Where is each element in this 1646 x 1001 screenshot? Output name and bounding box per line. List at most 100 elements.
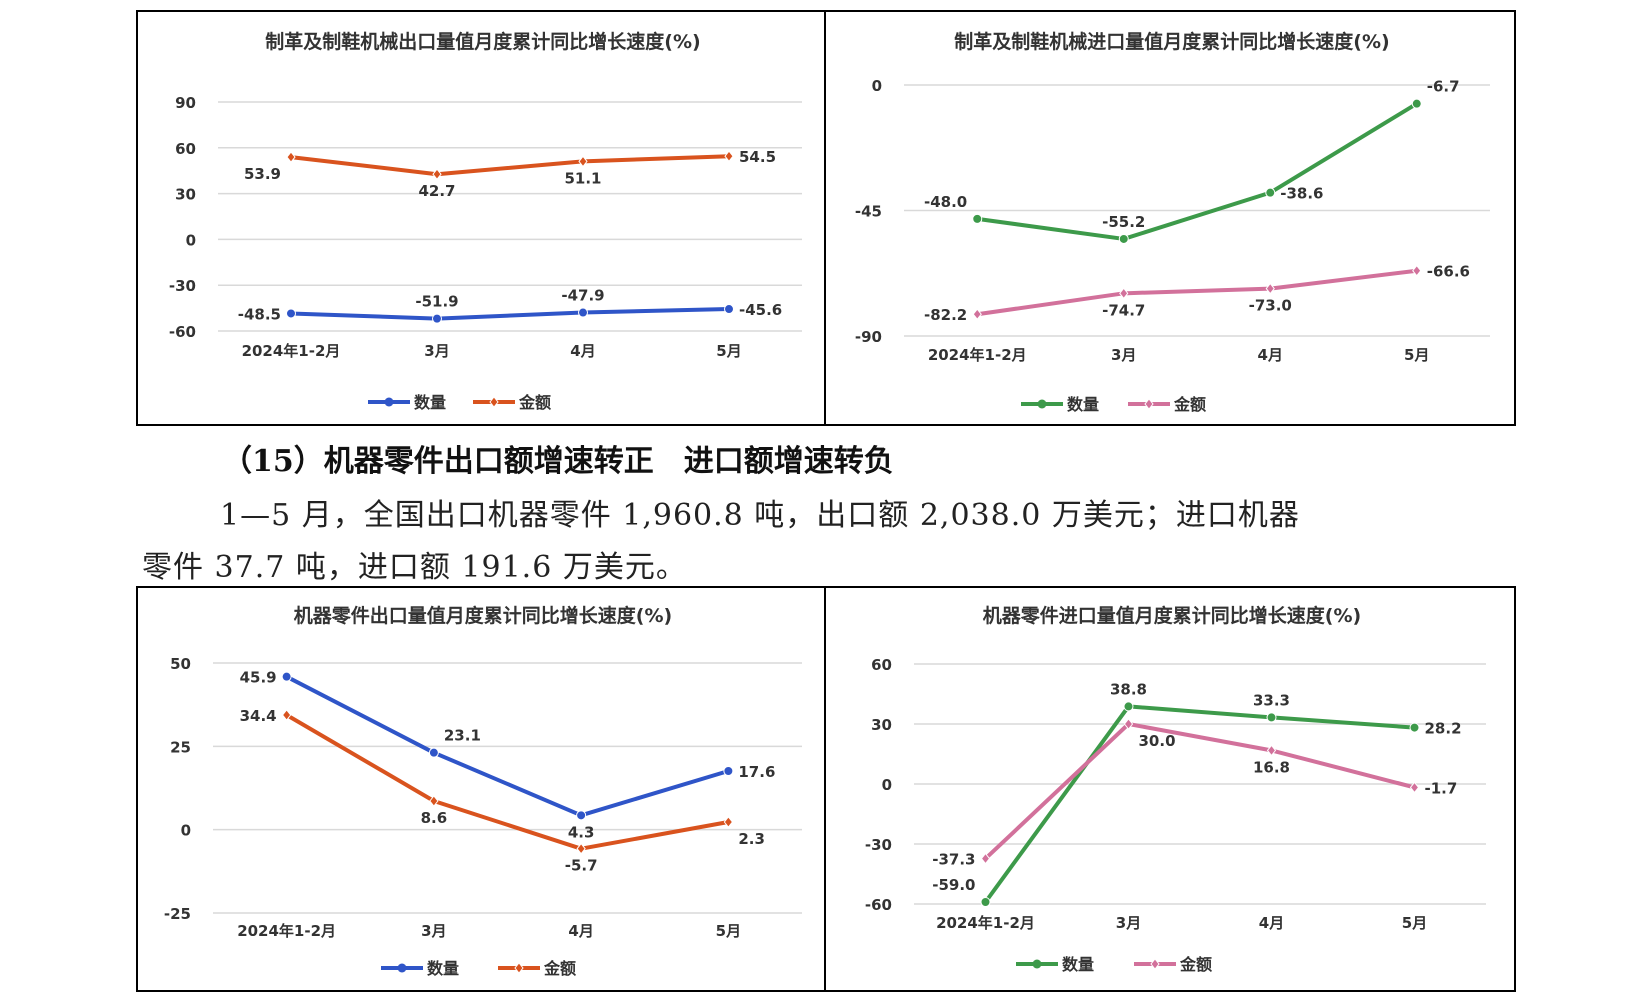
chart-svg: 制革及制鞋机械出口量值月度累计同比增长速度(%) 90 60 30 0 -30 -60 202… xyxy=(169,30,802,412)
legend-marker-icon xyxy=(384,397,394,407)
data-label: -51.9 xyxy=(415,293,458,311)
data-label: 28.2 xyxy=(1425,720,1462,738)
data-label: 2.3 xyxy=(738,830,765,848)
x-tick-label: 5月 xyxy=(1402,914,1427,932)
data-point xyxy=(429,795,439,807)
y-tick-label: -90 xyxy=(855,328,882,346)
chart-title: 机器零件进口量值月度累计同比增长速度(%) xyxy=(983,604,1361,627)
series-line-数量 xyxy=(983,704,1415,904)
data-point xyxy=(1123,718,1134,730)
legend-item-数量[interactable]: 数量 xyxy=(368,393,446,412)
x-tick-label: 2024年1-2月 xyxy=(936,914,1035,932)
chart-machine-parts-import: 机器零件进口量值月度累计同比增长速度(%) 60 30 0 -30 -60 2024年1-2… xyxy=(824,586,1516,992)
y-tick-label: 30 xyxy=(871,716,892,734)
legend-label: 数量 xyxy=(427,959,459,978)
legend-item-数量[interactable]: 数量 xyxy=(1016,955,1094,974)
data-label: 33.3 xyxy=(1253,691,1290,709)
legend-label: 数量 xyxy=(1067,395,1099,414)
chart-title: 制革及制鞋机械进口量值月度累计同比增长速度(%) xyxy=(954,30,1389,53)
data-point xyxy=(723,816,734,828)
series-line-金额 xyxy=(290,154,730,177)
data-label: 16.8 xyxy=(1253,758,1290,776)
y-tick-label: -45 xyxy=(855,203,882,221)
legend-item-金额[interactable]: 金额 xyxy=(1128,395,1206,414)
y-tick-label: 60 xyxy=(871,656,892,674)
legend-item-金额[interactable]: 金额 xyxy=(498,959,576,978)
series-line-数量 xyxy=(290,307,730,321)
x-tick-label: 3月 xyxy=(424,342,449,360)
y-tick-label: 0 xyxy=(872,77,882,95)
chart-title: 制革及制鞋机械出口量值月度累计同比增长速度(%) xyxy=(265,30,700,53)
data-label: -82.2 xyxy=(924,306,967,324)
data-label: 23.1 xyxy=(444,727,481,745)
x-tick-label: 3月 xyxy=(1116,914,1141,932)
data-label: 42.7 xyxy=(418,182,455,200)
x-tick-label: 5月 xyxy=(716,922,741,940)
legend-marker-icon xyxy=(514,962,524,974)
legend-label: 金额 xyxy=(518,393,551,412)
data-point xyxy=(576,842,586,855)
legend-item-数量[interactable]: 数量 xyxy=(381,959,459,978)
data-point xyxy=(1412,264,1422,277)
data-label: -48.0 xyxy=(924,193,967,211)
data-label: -37.3 xyxy=(932,851,975,869)
data-point xyxy=(1265,187,1276,198)
y-tick-label: -30 xyxy=(169,277,196,295)
series-line-数量 xyxy=(976,101,1418,241)
y-tick-label: -25 xyxy=(164,905,191,923)
data-point xyxy=(576,810,587,821)
data-point xyxy=(972,213,983,224)
data-point xyxy=(1118,233,1129,244)
data-label: 8.6 xyxy=(421,809,448,827)
chart-svg: 机器零件出口量值月度累计同比增长速度(%) 50 25 0 -25 2024年1-2月 3月… xyxy=(164,604,802,978)
data-point xyxy=(432,313,442,324)
paragraph-line-2: 零件 37.7 吨，进口额 191.6 万美元。 xyxy=(142,550,687,585)
y-tick-label: 0 xyxy=(181,822,191,840)
legend-marker-icon xyxy=(1037,399,1047,409)
legend-label: 金额 xyxy=(1173,395,1206,414)
data-point xyxy=(432,168,442,181)
chart-title: 机器零件出口量值月度累计同比增长速度(%) xyxy=(294,604,672,627)
legend-label: 金额 xyxy=(543,959,576,978)
data-label: -73.0 xyxy=(1249,297,1292,315)
data-label: -59.0 xyxy=(932,876,975,894)
data-point xyxy=(281,709,292,721)
y-tick-label: 60 xyxy=(175,140,196,158)
y-tick-label: 25 xyxy=(170,738,191,756)
y-tick-label: 90 xyxy=(175,94,196,112)
data-label: 30.0 xyxy=(1139,732,1176,750)
chart-machine-parts-export: 机器零件出口量值月度累计同比增长速度(%) 50 25 0 -25 2024年1-2月 3月… xyxy=(136,586,826,992)
legend-item-金额[interactable]: 金额 xyxy=(1134,955,1212,974)
data-point xyxy=(724,150,734,162)
x-tick-label: 4月 xyxy=(568,922,593,940)
legend-label: 数量 xyxy=(414,393,446,412)
data-label: -6.7 xyxy=(1427,78,1460,96)
data-label: -55.2 xyxy=(1102,213,1145,231)
legend-marker-icon xyxy=(397,963,407,973)
series-line-金额 xyxy=(976,268,1417,317)
data-point xyxy=(1123,701,1134,712)
x-tick-label: 4月 xyxy=(570,342,595,360)
data-point xyxy=(286,308,296,319)
legend-marker-icon xyxy=(1144,398,1154,410)
y-tick-label: 50 xyxy=(170,655,191,673)
legend-item-金额[interactable]: 金额 xyxy=(473,393,551,412)
data-point xyxy=(980,897,991,907)
legend-marker-icon xyxy=(1150,958,1160,970)
data-point xyxy=(724,304,734,315)
data-point xyxy=(281,671,292,682)
data-label: -47.9 xyxy=(561,287,604,305)
chart-leather-shoe-machinery-import: 制革及制鞋机械进口量值月度累计同比增长速度(%) 0 -45 -90 2024年1-2月… xyxy=(824,10,1516,426)
data-point xyxy=(1409,722,1420,733)
data-label: 38.8 xyxy=(1110,680,1147,698)
data-point xyxy=(1409,781,1420,794)
legend-item-数量[interactable]: 数量 xyxy=(1021,395,1099,414)
legend-label: 数量 xyxy=(1062,955,1094,974)
paragraph-line-1: 1—5 月，全国出口机器零件 1,960.8 吨，出口额 2,038.0 万美元… xyxy=(220,498,1300,533)
legend-label: 金额 xyxy=(1179,955,1212,974)
data-label: 4.3 xyxy=(568,823,595,841)
legend-marker-icon xyxy=(1032,959,1042,969)
y-tick-label: -30 xyxy=(865,836,892,854)
data-label: -66.6 xyxy=(1427,263,1470,281)
data-point xyxy=(578,155,588,168)
